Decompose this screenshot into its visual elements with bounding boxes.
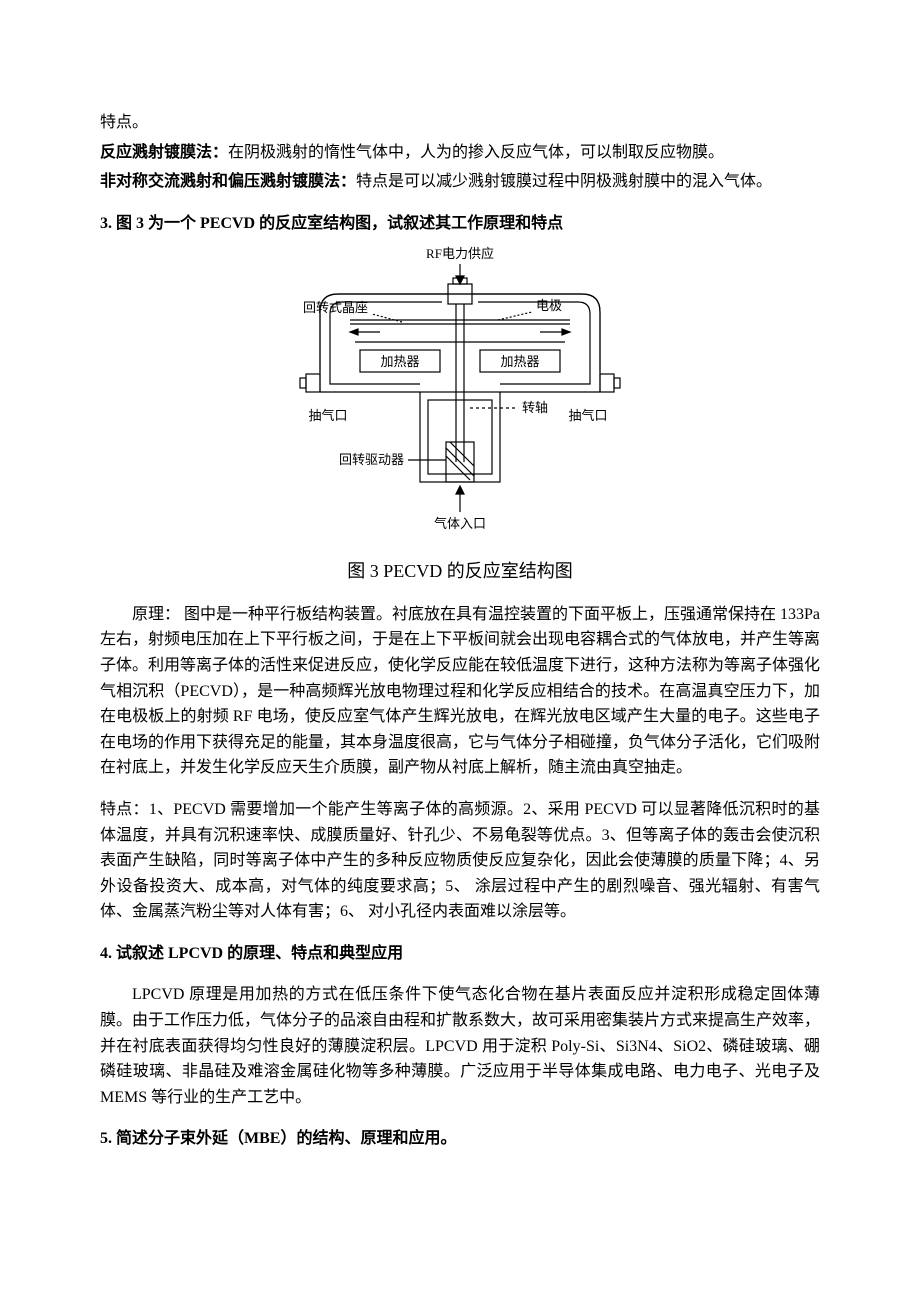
pecvd-figure: RF电力供应 回转式晶座 电极 加热器 加热器 抽气口 抽气口 转轴 回转驱动器… bbox=[100, 242, 820, 551]
label-rf: RF电力供应 bbox=[426, 246, 494, 261]
label-heater2: 加热器 bbox=[500, 354, 539, 369]
asym-sputtering-label: 非对称交流溅射和偏压溅射镀膜法： bbox=[100, 173, 356, 190]
q3-features: 特点：1、PECVD 需要增加一个能产生等离子体的高频源。2、采用 PECVD … bbox=[100, 797, 820, 925]
figure-caption: 图 3 PECVD 的反应室结构图 bbox=[100, 557, 820, 586]
q3-principle: 原理： 图中是一种平行板结构装置。衬底放在具有温控装置的下面平板上，压强通常保持… bbox=[100, 602, 820, 781]
label-inlet: 气体入口 bbox=[434, 516, 486, 531]
label-exhaust1: 抽气口 bbox=[308, 408, 347, 423]
reactive-sputtering-text: 在阴极溅射的惰性气体中，人为的掺入反应气体，可以制取反应物膜。 bbox=[228, 144, 724, 161]
label-heater1: 加热器 bbox=[380, 354, 419, 369]
q5-heading: 5. 简述分子束外延（MBE）的结构、原理和应用。 bbox=[100, 1126, 820, 1152]
label-electrode: 电极 bbox=[536, 298, 562, 313]
intro-line-3: 非对称交流溅射和偏压溅射镀膜法：特点是可以减少溅射镀膜过程中阴极溅射膜中的混入气… bbox=[100, 169, 820, 195]
reactive-sputtering-label: 反应溅射镀膜法： bbox=[100, 144, 228, 161]
label-driver: 回转驱动器 bbox=[339, 452, 404, 467]
intro-line-2: 反应溅射镀膜法：在阴极溅射的惰性气体中，人为的掺入反应气体，可以制取反应物膜。 bbox=[100, 140, 820, 166]
q4-heading: 4. 试叙述 LPCVD 的原理、特点和典型应用 bbox=[100, 941, 820, 967]
pecvd-diagram-svg: RF电力供应 回转式晶座 电极 加热器 加热器 抽气口 抽气口 转轴 回转驱动器… bbox=[270, 242, 650, 542]
q3-heading: 3. 图 3 为一个 PECVD 的反应室结构图，试叙述其工作原理和特点 bbox=[100, 211, 820, 237]
label-holder: 回转式晶座 bbox=[303, 300, 368, 315]
label-exhaust2: 抽气口 bbox=[568, 408, 607, 423]
label-shaft: 转轴 bbox=[522, 400, 548, 415]
q4-body: LPCVD 原理是用加热的方式在低压条件下使气态化合物在基片表面反应并淀积形成稳… bbox=[100, 982, 820, 1110]
intro-line-1: 特点。 bbox=[100, 110, 820, 136]
asym-sputtering-text: 特点是可以减少溅射镀膜过程中阴极溅射膜中的混入气体。 bbox=[356, 173, 772, 190]
